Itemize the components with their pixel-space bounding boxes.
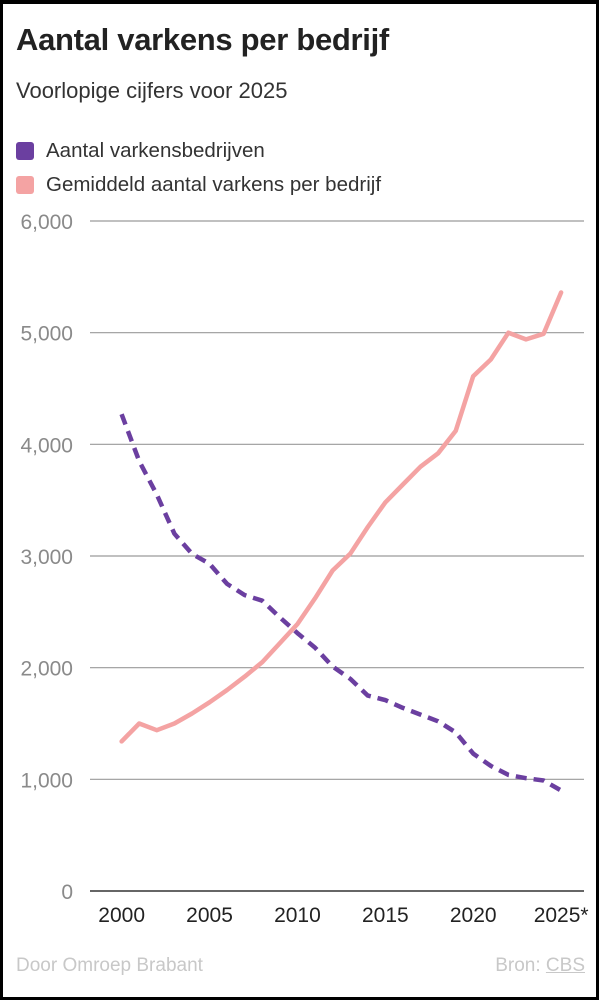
x-tick-label-3: 2015: [362, 904, 409, 927]
legend-label-bedrijven: Aantal varkensbedrijven: [46, 139, 265, 162]
legend-label-varkens: Gemiddeld aantal varkens per bedrijf: [46, 173, 382, 196]
x-axis-ticks: 2000 2005 2010 2015 2020 2025*: [98, 904, 588, 927]
source-label: Bron:: [495, 955, 541, 976]
y-tick-label-3: 3,000: [20, 546, 73, 569]
legend-item-bedrijven: Aantal varkensbedrijven: [16, 134, 381, 168]
gridlines: [90, 220, 584, 892]
x-tick-label-2: 2010: [274, 904, 321, 927]
x-tick-label-4: 2020: [450, 904, 497, 927]
y-tick-label-6: 6,000: [20, 211, 73, 234]
x-tick-label-0: 2000: [98, 904, 145, 927]
legend-swatch-bedrijven: [16, 142, 34, 160]
series-line-0: [119, 413, 563, 793]
legend: Aantal varkensbedrijven Gemiddeld aantal…: [16, 134, 381, 202]
chart-subtitle: Voorlopige cijfers voor 2025: [16, 78, 288, 103]
y-tick-label-0: 0: [61, 881, 73, 904]
line-chart: 0 1,000 2,000 3,000 4,000 5,000 6,000 2000 2005…: [20, 211, 588, 927]
y-tick-label-5: 5,000: [20, 323, 73, 346]
y-tick-label-1: 1,000: [20, 769, 73, 792]
legend-item-varkens: Gemiddeld aantal varkens per bedrijf: [16, 168, 381, 202]
legend-swatch-varkens: [16, 176, 34, 194]
series-line-1: [119, 290, 564, 744]
chart-title: Aantal varkens per bedrijf: [16, 22, 389, 57]
y-tick-label-2: 2,000: [20, 658, 73, 681]
source-credit: Bron: CBS: [495, 955, 585, 977]
byline: Door Omroep Brabant: [16, 955, 203, 976]
x-tick-label-5: 2025*: [534, 904, 589, 927]
series-lines: [119, 290, 564, 793]
y-axis-ticks: 0 1,000 2,000 3,000 4,000 5,000 6,000: [20, 211, 73, 904]
y-tick-label-4: 4,000: [20, 434, 73, 457]
source-link[interactable]: CBS: [545, 955, 585, 976]
x-tick-label-1: 2005: [186, 904, 233, 927]
